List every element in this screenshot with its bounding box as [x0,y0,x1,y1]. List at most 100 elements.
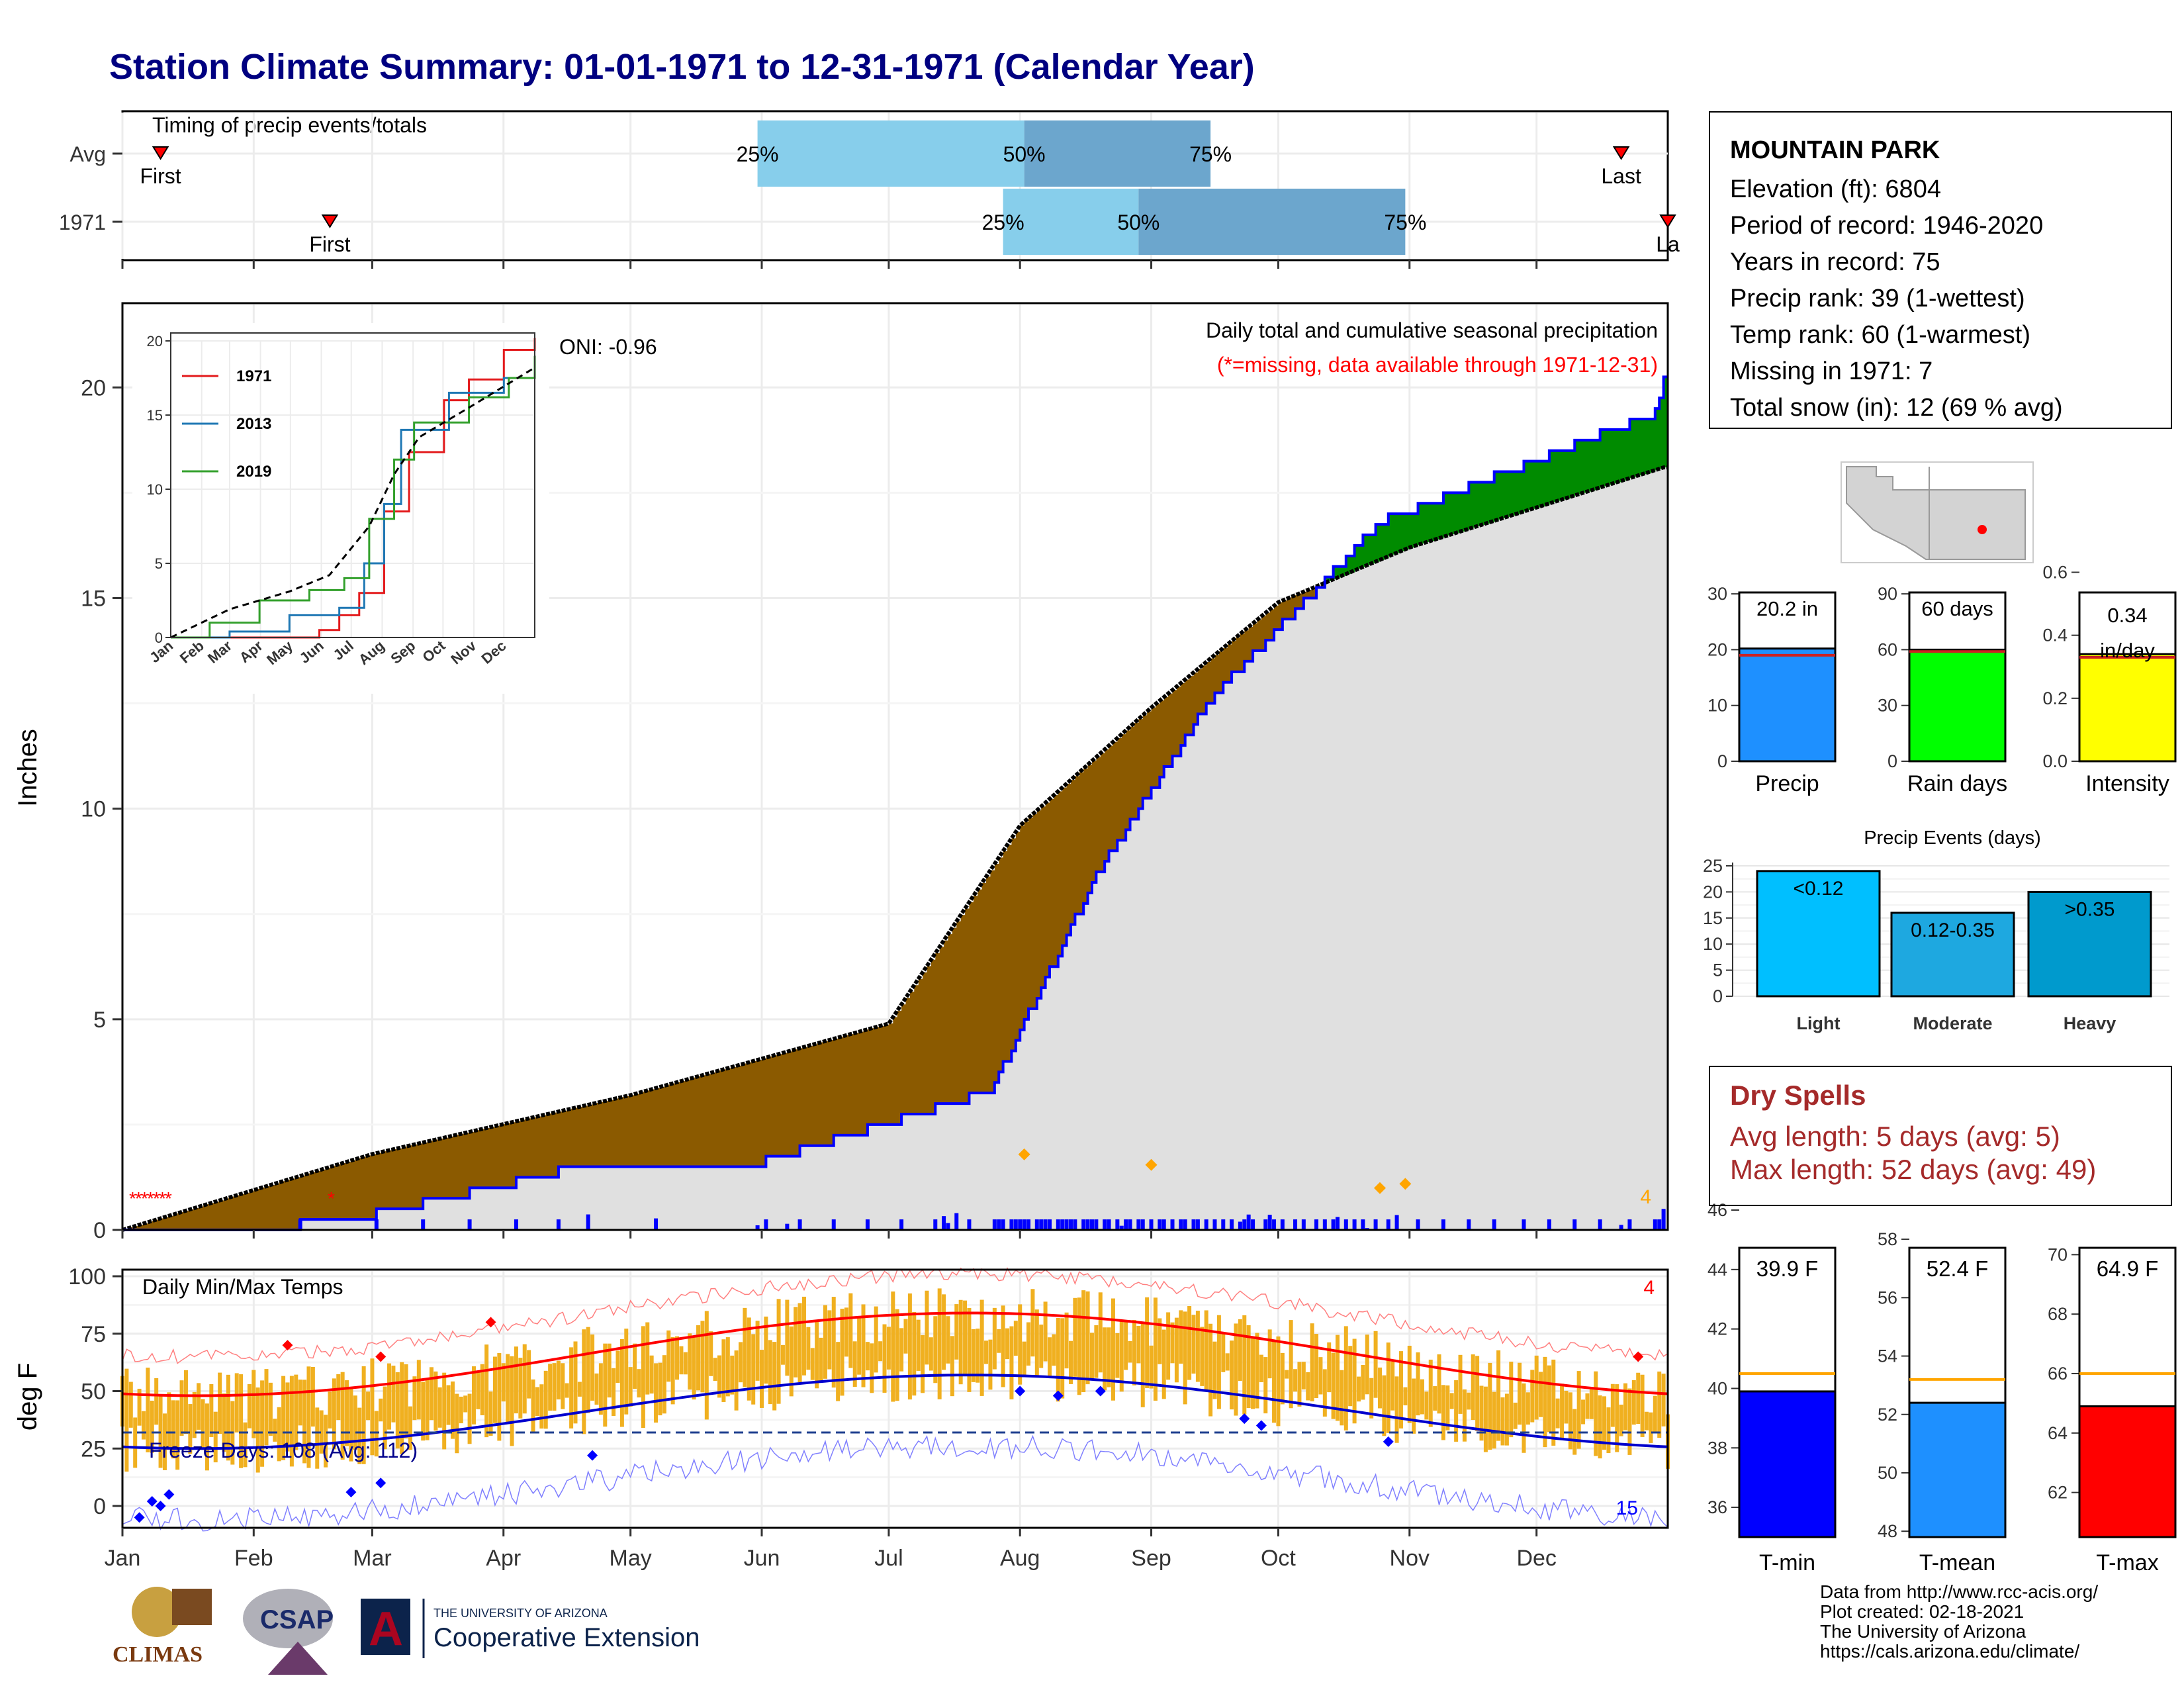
daily-precip-bar [831,1219,836,1230]
daily-temp-bar [1631,1380,1636,1425]
daily-temp-bar [1572,1409,1577,1455]
daily-temp-bar [1153,1297,1158,1401]
month-label: Feb [234,1546,273,1571]
timing-pct-label: 50% [1003,142,1046,166]
daily-precip-bar [1161,1219,1166,1230]
temp-title: Daily Min/Max Temps [142,1275,343,1299]
timing-row-label: Avg [69,142,106,166]
daily-temp-bar [1285,1370,1289,1379]
record-low-marker [375,1477,387,1489]
daily-temp-bar [1166,1312,1171,1380]
daily-temp-bar [1373,1331,1378,1398]
daily-temp-bar [1204,1310,1208,1390]
daily-precip-bar [1136,1219,1141,1230]
daily-temp-bar [1649,1412,1653,1443]
daily-temp-bar [213,1411,218,1463]
daily-precip-bar [1336,1217,1340,1230]
station-line: Total snow (in): 12 (69 % avg) [1730,394,2063,422]
daily-temp-bar [268,1382,273,1436]
daily-temp-bar [840,1309,844,1396]
record-high-marker [1633,1351,1644,1362]
daily-temp-bar [569,1347,574,1429]
month-label: Dec [1516,1546,1556,1571]
daily-temp-bar [1518,1362,1522,1425]
daily-temp-bar [340,1372,345,1460]
heavy-event-marker [1018,1148,1030,1160]
mini-ytick-label: 60 [1878,639,1897,659]
daily-temp-bar [709,1331,713,1376]
daily-temp-bar [1128,1340,1132,1363]
dry-spells-title: Dry Spells [1730,1080,1866,1111]
daily-precip-bar [946,1223,950,1230]
temp-bar-ytick-label: 54 [1878,1346,1897,1366]
daily-temp-bar [848,1293,853,1368]
precip-ytick-label: 5 [93,1008,106,1033]
mini-bar [1908,648,2007,763]
daily-temp-bar [628,1367,633,1407]
daily-temp-bar [366,1391,371,1421]
daily-temp-bar [1077,1297,1081,1395]
daily-temp-bar [1039,1324,1044,1368]
daily-temp-bar [310,1366,315,1427]
daily-temp-bar [1161,1329,1166,1399]
daily-temp-bar [971,1329,976,1382]
timing-marker [1612,146,1630,160]
temp-bar-ytick-label: 48 [1878,1521,1897,1541]
station-line: Precip rank: 39 (1-wettest) [1730,285,2025,312]
daily-temp-bar [801,1296,806,1376]
daily-temp-bar [619,1338,624,1427]
precip-subtitle: (*=missing, data available through 1971-… [1217,353,1658,377]
daily-temp-bar [1534,1355,1539,1420]
daily-temp-bar [1170,1322,1175,1364]
record-low-marker [1015,1385,1026,1397]
daily-temp-bar [810,1348,815,1380]
temp-ytick-label: 50 [81,1380,106,1405]
month-label: Mar [353,1546,392,1571]
temp-bar-value: 64.9 F [2097,1256,2159,1281]
daily-temp-bar [1314,1334,1319,1398]
daily-temp-bar [1272,1340,1277,1423]
missing-marker: * [159,1188,166,1209]
station-line: Years in record: 75 [1730,248,1940,276]
climas-logo: CLIMAS [113,1587,212,1667]
ua-block-a [361,1599,410,1655]
daily-temp-bar [391,1366,396,1423]
daily-precip-bar [1661,1209,1666,1230]
daily-precip-bar [1064,1219,1069,1230]
daily-temp-bar [1610,1383,1615,1427]
daily-temp-bar [942,1294,946,1370]
daily-temp-bar [1343,1326,1348,1430]
daily-precip-bar [1179,1219,1183,1230]
daily-temp-bar [1098,1292,1103,1373]
daily-temp-bar [234,1373,239,1432]
daily-temp-bar [1555,1398,1560,1429]
daily-temp-bar [1119,1320,1124,1392]
temp-bar-ytick-label: 68 [2048,1304,2068,1324]
daily-temp-bar [1145,1297,1150,1388]
daily-temp-bar [573,1341,578,1424]
daily-temp-bar [598,1363,603,1415]
record-low-marker [1095,1385,1106,1397]
daily-temp-bar [370,1358,375,1456]
daily-temp-bar [1306,1372,1310,1401]
daily-temp-bar [1615,1384,1619,1452]
daily-temp-bar [251,1370,256,1438]
daily-temp-bar [1492,1391,1496,1449]
daily-temp-bar [1382,1375,1387,1436]
temp-bar-ytick-label: 56 [1878,1288,1897,1307]
heavy-event-marker [1399,1178,1412,1190]
daily-temp-bar [891,1291,895,1402]
daily-precip-bar [1081,1219,1086,1230]
daily-precip-bar [1263,1219,1268,1230]
csap-logo: CSAP [243,1589,334,1675]
daily-temp-bar [395,1372,400,1449]
daily-temp-bar [476,1372,480,1409]
daily-temp-bar [912,1311,917,1396]
daily-temp-bar [408,1406,413,1450]
daily-temp-bar [463,1395,468,1413]
daily-temp-bar [1056,1317,1060,1402]
temp-bar [1738,1390,1837,1538]
daily-precip-bar [1343,1219,1348,1230]
temp-bar-ytick-label: 36 [1707,1497,1727,1517]
temp-bar-label: T-min [1759,1550,1815,1575]
